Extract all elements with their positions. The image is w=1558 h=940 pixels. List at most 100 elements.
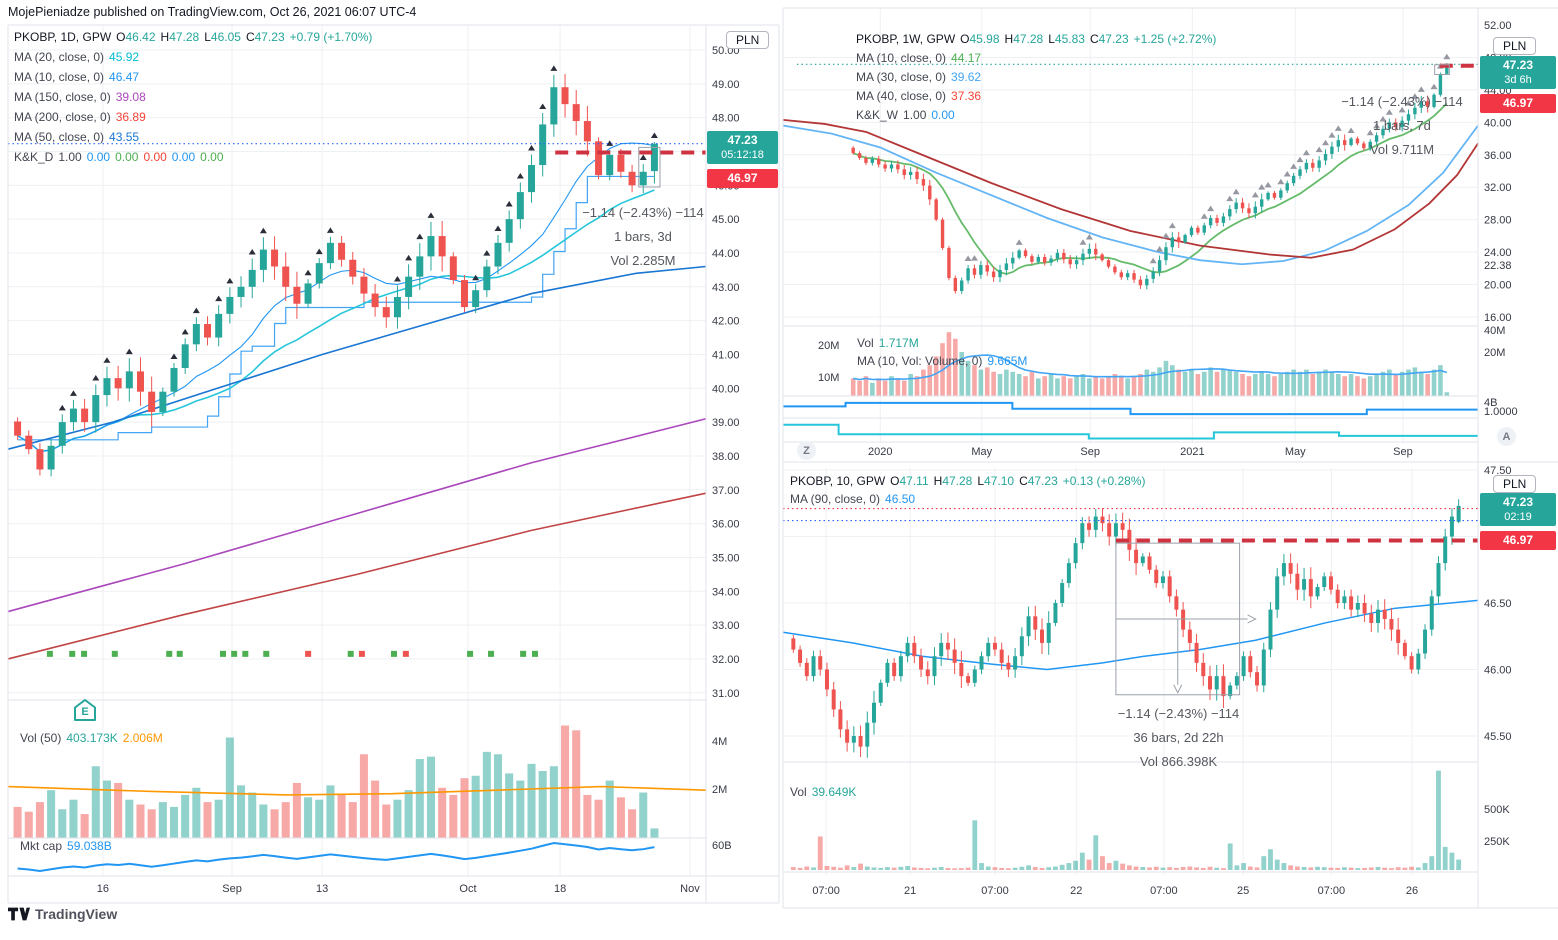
tradingview-logo-text: TradingView xyxy=(35,906,118,922)
timezone-button[interactable]: Z xyxy=(797,441,816,460)
legend-text: +1.25 (+2.72%) xyxy=(1133,32,1217,46)
legend-text: 2.006M xyxy=(122,731,163,745)
legend-text: 47.28 xyxy=(942,474,973,488)
x-axis-tick: May xyxy=(1285,446,1306,458)
legend-text: 46.05 xyxy=(210,30,241,44)
weekly-main-legend-row: MA (40, close, 0) 37.36 xyxy=(856,89,986,103)
legend-text: 47.11 xyxy=(899,474,929,488)
measure-annotation-weekly: −1.14 (−2.43%) −114 1 bars, 7d Vol 9.711… xyxy=(1326,90,1478,162)
currency-badge-daily[interactable]: PLN xyxy=(726,31,770,49)
x-axis-tick: 07:00 xyxy=(1150,885,1178,897)
auto-scale-button[interactable]: A xyxy=(1497,427,1516,446)
legend-text: 46.42 xyxy=(125,30,156,44)
publish-info: MojePieniadze published on TradingView.c… xyxy=(8,5,417,19)
x-axis-tick: 21 xyxy=(904,885,916,897)
y-axis-tick: 47.50 xyxy=(1484,465,1512,477)
y-axis-tick: 4M xyxy=(712,736,727,748)
legend-text: 0.00 xyxy=(171,150,196,164)
y-axis-tick: 44.00 xyxy=(712,248,740,260)
y-axis-tick: 24.00 xyxy=(1484,247,1512,259)
legend-text: Vol (50) xyxy=(20,731,62,745)
legend-text: K&K_D xyxy=(14,150,54,164)
y-axis-tick: 2M xyxy=(712,784,727,796)
legend-text: 47.23 xyxy=(254,30,285,44)
weekly-vol-legend-row: Vol 1.717M xyxy=(857,336,924,350)
legend-text: MA (200, close, 0) xyxy=(14,110,111,124)
legend-text: 0.00 xyxy=(115,150,139,164)
bar-countdown: 05:12:18 xyxy=(721,149,764,161)
y-axis-tick: 46.00 xyxy=(1484,665,1512,677)
y-axis-tick: 250K xyxy=(1484,836,1510,848)
weekly-vol-legend-row: MA (10, Vol: Volume, 0) 9.665M xyxy=(857,354,1032,368)
weekly-main-legend-row: PKOBP, 1W, GPW O45.98 H47.28 L45.83 C47.23 +1… xyxy=(856,32,1221,46)
x-axis-tick: 07:00 xyxy=(981,885,1009,897)
legend-text: 0.00 xyxy=(143,150,167,164)
bar-countdown: 3d 6h xyxy=(1504,74,1532,86)
legend-text: H xyxy=(160,30,170,44)
measure-volume: Vol 866.398K xyxy=(1139,754,1218,769)
daily-main-legend-row: MA (10, close, 0) 46.47 xyxy=(14,70,144,84)
legend-text: 45.83 xyxy=(1054,32,1085,46)
legend-text: 45.92 xyxy=(109,50,140,64)
y-axis-tick: 500K xyxy=(1484,804,1510,816)
earnings-icon: E xyxy=(74,699,96,721)
y-axis-tick: 35.00 xyxy=(712,552,740,564)
y-axis-tick: 43.00 xyxy=(712,282,740,294)
x-axis-tick: 25 xyxy=(1237,885,1249,897)
daily-main-legend-row: PKOBP, 1D, GPW O46.42 H47.28 L46.05 C47.23 +0… xyxy=(14,30,377,44)
y-axis-tick: 10M xyxy=(818,372,839,384)
daily-vol-legend-row: Vol (50) 403.173K 2.006M xyxy=(20,731,168,745)
earnings-event-badge[interactable]: E xyxy=(74,699,96,726)
y-axis-tick: 46.50 xyxy=(1484,598,1512,610)
x-axis-tick: 07:00 xyxy=(812,885,840,897)
y-axis-tick: 52.00 xyxy=(1484,20,1512,32)
y-axis-tick: 40.00 xyxy=(712,383,740,395)
y-axis-tick: 60B xyxy=(712,840,732,852)
alert-price: 46.97 xyxy=(727,171,758,185)
measure-annotation-10min: −1.14 (−2.43%) −114 36 bars, 2d 22h Vol … xyxy=(1086,702,1271,774)
y-axis-tick: 42.00 xyxy=(712,316,740,328)
x-axis-tick: Sep xyxy=(222,883,242,895)
measure-change: −1.14 (−2.43%) −114 xyxy=(1117,706,1240,721)
legend-text: L xyxy=(204,30,211,44)
legend-text: C xyxy=(1089,32,1099,46)
legend-text: 0.00 xyxy=(86,150,111,164)
y-axis-tick: 28.00 xyxy=(1484,215,1512,227)
y-axis-tick: 49.00 xyxy=(712,79,740,91)
measure-annotation-daily: −1.14 (−2.43%) −114 1 bars, 3d Vol 2.285… xyxy=(553,201,733,273)
legend-text: MA (90, close, 0) xyxy=(790,492,881,506)
y-axis-tick: 1.0000 xyxy=(1484,406,1518,418)
last-price-label-10min: 47.23 02:19 xyxy=(1480,493,1556,526)
daily-main-legend-row: MA (150, close, 0) 39.08 xyxy=(14,90,151,104)
tradingview-logo[interactable]: TradingView xyxy=(8,906,117,922)
currency-badge-weekly[interactable]: PLN xyxy=(1493,37,1537,55)
legend-text: O xyxy=(116,30,126,44)
legend-text: 37.36 xyxy=(951,89,982,103)
legend-text: 59.038B xyxy=(67,839,112,853)
legend-text: C xyxy=(1019,474,1028,488)
y-axis-tick: 38.00 xyxy=(712,451,740,463)
legend-text: MA (150, close, 0) xyxy=(14,90,111,104)
daily-main-legend-row: K&K_D 1.00 0.00 0.00 0.00 0.00 0.00 xyxy=(14,150,229,164)
legend-text: Vol xyxy=(857,336,874,350)
y-axis-tick: 40.00 xyxy=(1484,117,1512,129)
y-axis-tick: 31.00 xyxy=(712,688,740,700)
legend-text: MA (10, close, 0) xyxy=(14,70,105,84)
legend-text: L xyxy=(977,474,985,488)
weekly-main-legend-row: K&K_W 1.00 0.00 xyxy=(856,108,960,122)
x-axis-tick: 18 xyxy=(554,883,566,895)
currency-badge-10min[interactable]: PLN xyxy=(1493,475,1537,493)
legend-text: MA (10, close, 0) xyxy=(856,51,947,65)
alert-price: 46.97 xyxy=(1502,533,1534,547)
x-axis-tick: Nov xyxy=(680,883,700,895)
legend-text: 47.10 xyxy=(984,474,1015,488)
x-axis-tick: 26 xyxy=(1406,885,1418,897)
measure-bars: 1 bars, 7d xyxy=(1373,118,1431,133)
y-axis-tick: 40M xyxy=(1484,325,1505,337)
legend-text: Mkt cap xyxy=(20,839,63,853)
legend-text: C xyxy=(245,30,255,44)
measure-bars: 36 bars, 2d 22h xyxy=(1133,730,1224,745)
last-price: 47.23 xyxy=(727,133,758,147)
